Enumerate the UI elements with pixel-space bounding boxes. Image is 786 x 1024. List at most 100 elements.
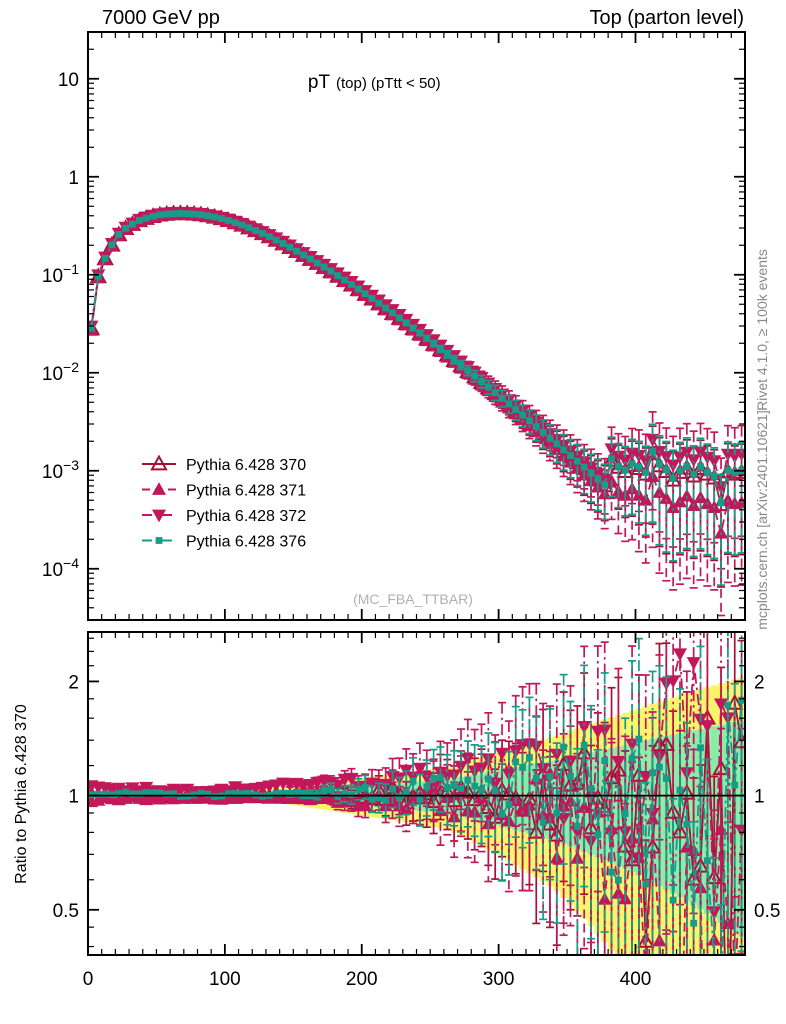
marker-square-filled bbox=[601, 481, 609, 489]
x-tick-label-4: 400 bbox=[620, 969, 652, 990]
marker-square-filled bbox=[402, 788, 410, 796]
ratio-y-tick-label-left-1: 1 bbox=[68, 787, 79, 808]
marker-square-filled bbox=[238, 221, 246, 229]
marker-triangle-down-filled bbox=[611, 756, 626, 769]
marker-triangle-down-filled bbox=[631, 449, 646, 463]
marker-square-filled bbox=[423, 783, 431, 791]
marker-square-filled bbox=[498, 810, 506, 818]
marker-square-filled bbox=[327, 786, 335, 794]
marker-square-filled bbox=[505, 400, 513, 408]
y-tick-label-3: 10−2 bbox=[42, 359, 79, 385]
marker-square-filled bbox=[546, 434, 554, 442]
marker-square-filled bbox=[519, 764, 526, 771]
legend: Pythia 6.428 370 Pythia 6.428 371 Pythia 6… bbox=[142, 454, 306, 551]
marker-square-filled bbox=[546, 772, 554, 780]
marker-square-filled bbox=[176, 210, 184, 217]
marker-square-filled bbox=[656, 763, 663, 771]
marker-square-filled bbox=[437, 345, 444, 353]
marker-square-filled bbox=[484, 383, 492, 391]
marker-square-filled bbox=[443, 350, 451, 358]
marker-triangle-down-filled bbox=[549, 748, 564, 762]
marker-square-filled bbox=[532, 775, 540, 782]
marker-square-filled bbox=[197, 211, 205, 219]
marker-square-filled bbox=[252, 227, 260, 234]
marker-square-filled bbox=[642, 880, 650, 888]
marker-triangle-down-filled bbox=[536, 763, 551, 776]
title-sub: (top) (pTtt < 50) bbox=[336, 75, 441, 92]
marker-square-filled bbox=[395, 314, 403, 322]
marker-triangle-up-filled bbox=[358, 798, 373, 812]
marker-square-filled bbox=[307, 790, 314, 798]
marker-square-filled bbox=[313, 259, 321, 267]
marker-square-filled bbox=[94, 790, 102, 798]
marker-square-filled bbox=[272, 790, 280, 797]
marker-square-filled bbox=[539, 818, 547, 826]
marker-square-filled bbox=[526, 754, 533, 761]
marker-square-filled bbox=[512, 758, 520, 766]
marker-square-filled bbox=[450, 356, 458, 364]
marker-triangle-down-filled bbox=[460, 753, 475, 766]
marker-triangle-down-filled bbox=[611, 450, 626, 464]
marker-square-filled bbox=[218, 215, 225, 223]
marker-square-filled bbox=[101, 254, 109, 262]
marker-square-filled bbox=[409, 324, 417, 332]
marker-square-filled bbox=[279, 789, 287, 797]
marker-square-filled bbox=[286, 243, 294, 251]
sidebar-rivet-version-label: Rivet 4.1.0, ≥ 100k events bbox=[754, 249, 770, 411]
marker-square-filled bbox=[642, 469, 650, 476]
marker-square-filled bbox=[621, 810, 629, 817]
marker-square-filled bbox=[676, 786, 684, 794]
marker-square-filled bbox=[416, 329, 424, 337]
marker-square-filled bbox=[293, 247, 301, 255]
ratio-y-tick-label-left-2: 0.5 bbox=[53, 901, 79, 922]
marker-square-filled bbox=[286, 790, 294, 798]
ratio-y-tick-label-right-0: 2 bbox=[754, 672, 765, 693]
marker-square-filled bbox=[361, 290, 369, 298]
marker-square-filled bbox=[163, 210, 171, 218]
marker-square-filled bbox=[135, 790, 143, 798]
marker-square-filled bbox=[115, 790, 123, 797]
marker-square-filled bbox=[464, 367, 472, 375]
y-tick-label-0: 10 bbox=[58, 70, 79, 91]
marker-square-filled bbox=[395, 793, 403, 801]
marker-square-filled bbox=[149, 212, 157, 220]
marker-square-filled bbox=[478, 378, 485, 385]
marker-square-filled bbox=[512, 406, 520, 413]
marker-square-filled bbox=[382, 796, 390, 804]
marker-square-filled bbox=[122, 224, 130, 232]
marker-square-filled bbox=[703, 469, 711, 476]
header-right-label: Top (parton level) bbox=[589, 7, 744, 29]
marker-triangle-down-filled bbox=[728, 993, 742, 1006]
marker-square-filled bbox=[676, 467, 684, 475]
marker-square-filled bbox=[662, 775, 670, 782]
marker-square-filled bbox=[457, 361, 465, 369]
watermark-label: (MC_FBA_TTBAR) bbox=[353, 591, 473, 607]
marker-triangle-up-filled bbox=[152, 791, 167, 805]
marker-square-filled bbox=[170, 790, 177, 798]
marker-square-filled bbox=[341, 790, 349, 798]
marker-square-filled bbox=[245, 789, 253, 797]
marker-square-filled bbox=[471, 782, 479, 790]
marker-square-filled bbox=[614, 876, 622, 884]
marker-square-filled bbox=[409, 777, 417, 785]
marker-square-filled bbox=[539, 429, 547, 436]
marker-square-filled bbox=[628, 460, 636, 468]
marker-square-filled bbox=[320, 787, 328, 795]
marker-square-filled bbox=[594, 831, 602, 839]
marker-triangle-down-filled bbox=[151, 509, 167, 523]
marker-square-filled bbox=[361, 783, 369, 791]
marker-square-filled bbox=[498, 394, 506, 402]
marker-square-filled bbox=[718, 1003, 725, 1010]
marker-square-filled bbox=[738, 696, 745, 704]
marker-square-filled bbox=[190, 210, 198, 218]
marker-square-filled bbox=[231, 219, 239, 227]
y-tick-label-2: 10−1 bbox=[42, 261, 79, 287]
marker-square-filled bbox=[669, 896, 677, 904]
marker-square-filled bbox=[402, 319, 410, 327]
marker-square-filled bbox=[560, 446, 568, 454]
legend-label-4: Pythia 6.428 376 bbox=[186, 534, 306, 551]
marker-square-filled bbox=[649, 448, 657, 455]
marker-square-filled bbox=[368, 294, 376, 302]
marker-triangle-down-filled bbox=[686, 454, 701, 467]
